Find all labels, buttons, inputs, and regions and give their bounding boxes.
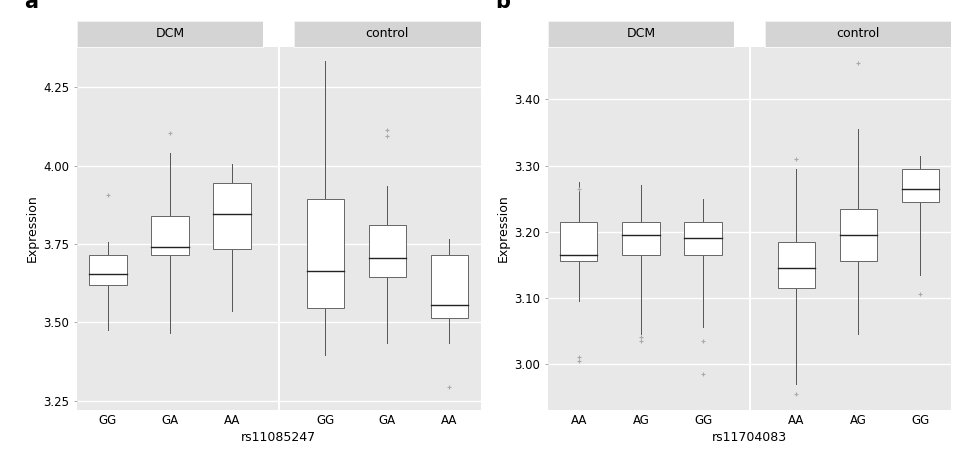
- Text: control: control: [366, 27, 409, 41]
- Y-axis label: Expression: Expression: [26, 194, 39, 262]
- X-axis label: rs11085247: rs11085247: [241, 432, 316, 445]
- Bar: [684, 222, 722, 255]
- X-axis label: rs11704083: rs11704083: [712, 432, 787, 445]
- Bar: [152, 216, 188, 255]
- Bar: [307, 199, 344, 308]
- Bar: [623, 222, 659, 255]
- Bar: [560, 222, 598, 261]
- Bar: [901, 169, 939, 202]
- Bar: [213, 183, 251, 249]
- Text: a: a: [24, 0, 38, 12]
- Text: DCM: DCM: [156, 27, 185, 41]
- Bar: [777, 241, 815, 288]
- Bar: [431, 255, 468, 318]
- Bar: [89, 255, 127, 285]
- Text: b: b: [495, 0, 510, 12]
- Y-axis label: Expression: Expression: [497, 194, 510, 262]
- Bar: [369, 225, 406, 277]
- Text: control: control: [837, 27, 880, 41]
- Bar: [840, 208, 876, 261]
- Text: DCM: DCM: [627, 27, 655, 41]
